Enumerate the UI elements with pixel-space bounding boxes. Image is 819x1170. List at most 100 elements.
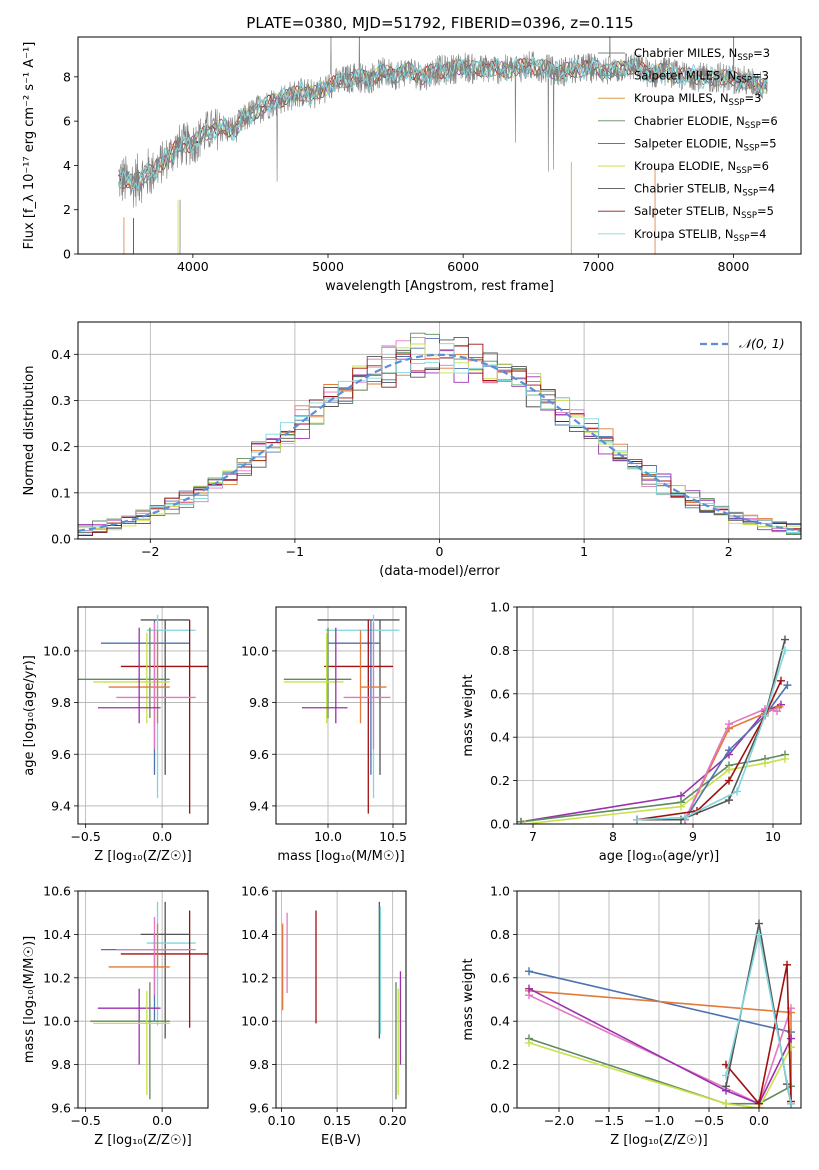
y-tick-label: 10.0 [241,643,269,658]
plot-area [276,891,406,1108]
y-tick-label: 1.0 [490,884,510,899]
x-tick-label: 0.0 [152,1113,172,1128]
plus-marker [781,754,789,763]
x-tick-label: 0.0 [152,829,172,844]
x-tick-label: 8000 [718,259,750,274]
legend-label: Kroupa MILES, NSSP=3 [634,91,761,108]
y-tick-label: 9.6 [249,1101,269,1116]
plus-marker [722,1071,730,1080]
x-axis-label: Z [log₁₀(Z/Z☉)] [94,1133,191,1148]
weight-line [725,964,792,1106]
weight-line [528,987,792,1105]
y-tick-label: 0.2 [490,773,510,788]
plus-marker [787,1034,795,1043]
axes-frame [77,321,802,540]
x-axis-label: age [log₁₀(age/yr)] [599,849,720,864]
plus-marker [633,815,641,824]
plot-area [517,891,801,1108]
plus-marker [722,1082,730,1091]
kroupa-stelib-line [118,55,768,192]
x-tick-label: −0.5 [70,1113,100,1128]
y-tick-label: 10.4 [241,927,269,942]
legend-label: Chabrier MILES, NSSP=3 [634,46,770,63]
x-tick-label: 1 [580,544,588,559]
plot-area [517,607,801,824]
y-axis-label: mass weight [461,674,476,756]
y-tick-label: 9.8 [51,695,71,710]
legend-label-tail: =4 [749,227,766,241]
plus-marker [525,984,533,993]
legend-label-sub: SSP [742,189,758,199]
y-tick-label: 10.2 [241,970,269,985]
legend-label: Kroupa STELIB, NSSP=4 [634,227,766,244]
y-tick-label: 0.2 [51,439,71,454]
axes-frame [77,606,209,825]
x-tick-label: 0.15 [323,1113,351,1128]
x-tick-label: 6000 [447,259,479,274]
y-tick-label: 2 [63,202,71,217]
x-tick-label: 7000 [582,259,614,274]
y-tick-label: 10.6 [241,884,269,899]
y-tick-label: 9.8 [249,1057,269,1072]
x-tick-label: −0.5 [694,1113,724,1128]
legend-label-sub: SSP [737,53,753,63]
x-tick-label: 2 [725,544,733,559]
y-tick-label: 0.0 [51,532,71,547]
y-tick-label: 0.4 [490,1014,510,1029]
x-tick-label: 5000 [312,259,344,274]
x-tick-label: 7 [529,829,537,844]
y-tick-label: 10.0 [241,1014,269,1029]
histogram-step [78,343,801,533]
plus-marker [755,919,763,928]
x-axis-label: Z [log₁₀(Z/Z☉)] [610,1133,707,1148]
plus-marker [781,646,789,655]
weight-line [636,650,786,821]
plot-area [276,607,406,824]
y-axis-label: age [log₁₀(age/yr)] [22,655,37,776]
histogram-step [78,343,801,536]
y-tick-label: 0.3 [51,393,71,408]
legend-label-tail: =6 [752,159,769,173]
y-tick-label: 9.4 [249,798,269,813]
plot-area [78,322,801,539]
x-tick-label: 0.10 [268,1113,296,1128]
x-tick-label: 10.0 [314,829,342,844]
legend: 𝒩(0, 1) [700,336,785,351]
y-tick-label: 9.8 [51,1057,71,1072]
legend-label-main: Salpeter STELIB, N [634,204,741,218]
legend-label-sub: SSP [745,121,761,131]
y-tick-label: 9.8 [249,695,269,710]
weight-line [528,994,792,1105]
plus-marker [787,1099,795,1108]
legend-label: Chabrier STELIB, NSSP=4 [634,182,775,199]
legend-label-sub: SSP [736,76,752,86]
legend-label-tail: =3 [744,91,761,105]
plus-marker [677,802,685,811]
plus-marker [761,711,769,720]
plus-marker [517,817,525,824]
y-tick-label: 0.2 [490,1057,510,1072]
y-tick-label: 0 [63,247,71,262]
legend-label-tail: =3 [752,69,769,83]
y-tick-label: 0.0 [490,817,510,832]
legend-label-main: Kroupa ELODIE, N [634,159,736,173]
x-tick-label: 8 [609,829,617,844]
plus-marker [781,635,789,644]
chart-title: PLATE=0380, MJD=51792, FIBERID=0396, z=0… [246,14,633,32]
legend-label-sub: SSP [729,98,745,108]
legend-label-sub: SSP [734,234,750,244]
y-axis-label: Normed distribution [22,366,37,496]
legend-label: Salpeter ELODIE, NSSP=5 [634,136,777,153]
legend-label-main: Kroupa MILES, N [634,91,729,105]
weight-line [684,708,778,821]
y-tick-label: 10.0 [43,1014,71,1029]
axes-frame [77,890,209,1109]
plot-area [78,607,208,824]
x-tick-label: 4000 [177,259,209,274]
legend-label-main: Chabrier MILES, N [634,46,737,60]
plot-area [78,891,208,1108]
panel-spectrum: 4000 5000 6000 7000 8000 0 2 4 6 8 wavelength [Ang… [22,14,802,294]
plus-marker [787,1043,795,1052]
y-tick-label: 8 [63,69,71,84]
